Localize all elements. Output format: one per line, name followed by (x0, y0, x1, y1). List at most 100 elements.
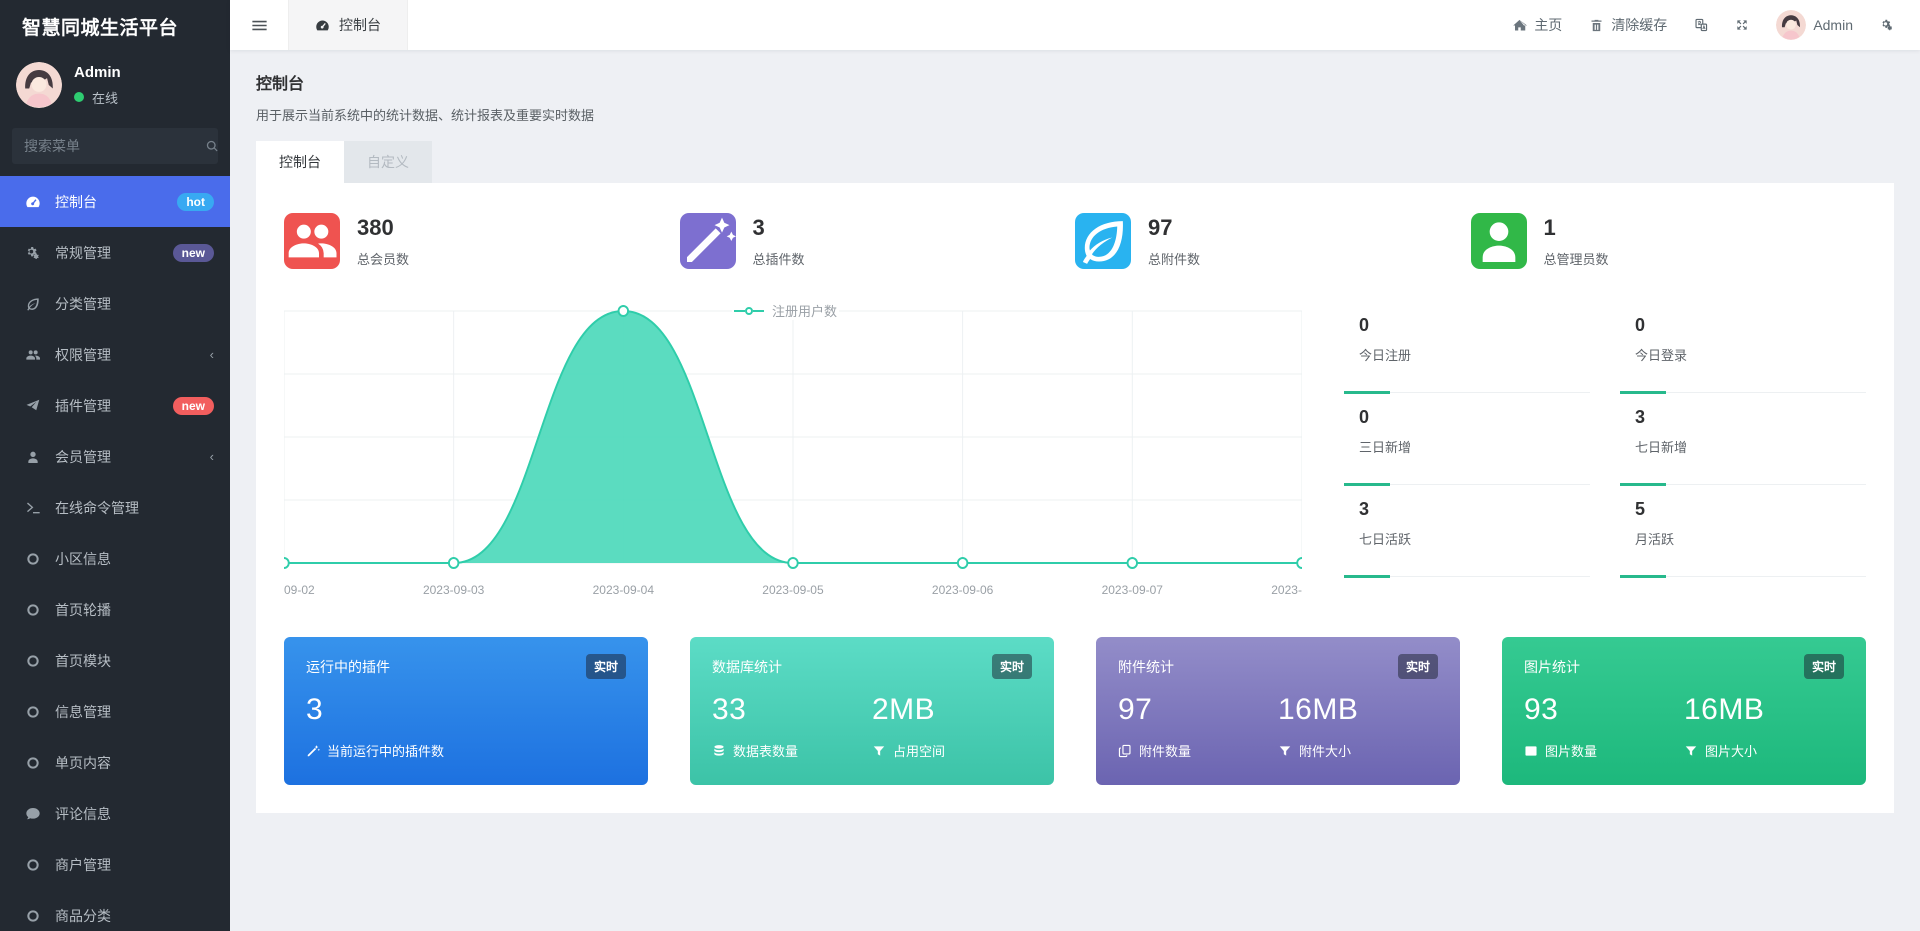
funnel-icon (1278, 744, 1292, 758)
stat-underline (1619, 391, 1666, 394)
card-footer-label: 当前运行中的插件数 (327, 744, 445, 759)
card-footer-label: 占用空间 (893, 744, 946, 759)
trash-icon (1589, 18, 1604, 33)
stats-row: 380 总会员数 3 总插件数 97 (284, 213, 1866, 269)
stat-value: 3 (752, 214, 765, 240)
x-tick-label: 2023-09-02 (284, 583, 315, 597)
mini-stat-seven-day-active: 3 七日活跃 (1343, 485, 1590, 578)
legend-label: 注册用户数 (771, 304, 837, 319)
wand-icon (306, 744, 320, 758)
search-icon (205, 139, 220, 154)
chevron-left-icon: ‹ (209, 449, 214, 464)
clear-cache-link[interactable]: 清除缓存 (1589, 15, 1667, 35)
fullscreen-icon[interactable] (1735, 18, 1749, 32)
stat-underline (1343, 483, 1390, 486)
paper-plane-icon (24, 398, 42, 414)
stat-label: 总附件数 (1148, 251, 1201, 267)
card-footer-label: 附件大小 (1299, 744, 1352, 759)
sidebar-item-label: 评论信息 (55, 805, 111, 822)
copy-icon (1118, 744, 1132, 758)
card-value: 2MB (872, 693, 936, 726)
stat-label: 总插件数 (752, 251, 805, 267)
settings-gear-icon[interactable] (1880, 18, 1894, 32)
sidebar-item-label: 信息管理 (55, 703, 111, 720)
terminal-icon (24, 500, 42, 516)
card-value: 16MB (1684, 693, 1765, 726)
sidebar-item-general-manage[interactable]: 常规管理 new (0, 227, 230, 278)
menu-toggle-icon[interactable] (230, 0, 288, 50)
sidebar-item-permission-manage[interactable]: 权限管理 ‹ (0, 329, 230, 380)
sidebar-item-online-command-manage[interactable]: 在线命令管理 (0, 482, 230, 533)
x-tick-label: 2023-09-07 (1101, 583, 1163, 597)
mini-stat-value: 3 (1634, 407, 1645, 427)
search-input[interactable] (24, 138, 205, 154)
realtime-badge: 实时 (1397, 654, 1438, 679)
sidebar-item-label: 商户管理 (55, 856, 111, 873)
circle-icon (24, 602, 42, 618)
realtime-badge: 实时 (991, 654, 1032, 679)
tab-custom[interactable]: 自定义 (344, 141, 432, 183)
mini-stat-label: 今日登录 (1634, 348, 1687, 363)
sidebar-item-label: 首页轮播 (55, 601, 111, 618)
card-footer-label: 图片数量 (1545, 744, 1598, 759)
topbar-user-name: Admin (1813, 17, 1853, 33)
card-title: 附件统计 (1118, 658, 1174, 675)
legend-marker (733, 309, 745, 312)
sidebar-item-goods-category[interactable]: 商品分类 (0, 890, 230, 931)
sidebar-item-category-manage[interactable]: 分类管理 (0, 278, 230, 329)
mini-stat-label: 七日活跃 (1358, 532, 1411, 547)
mini-stat-value: 5 (1634, 499, 1645, 519)
database-icon (712, 744, 726, 758)
chart-legend-item[interactable]: 注册用户数 (731, 301, 839, 320)
sidebar-item-info-manage[interactable]: 信息管理 (0, 686, 230, 737)
sidebar-item-label: 控制台 (55, 193, 97, 210)
mini-stat-label: 七日新增 (1634, 440, 1687, 455)
stat-underline (1343, 575, 1390, 578)
topbar-tab-label: 控制台 (339, 17, 381, 33)
sidebar-item-dashboard[interactable]: 控制台 hot (0, 176, 230, 227)
summary-cards-row: 运行中的插件 实时 3 当前运行中的插件数 (284, 637, 1866, 785)
sidebar-item-member-manage[interactable]: 会员管理 ‹ (0, 431, 230, 482)
page-title: 控制台 (256, 76, 305, 93)
tab-dashboard[interactable]: 控制台 (256, 141, 344, 183)
language-icon[interactable] (1694, 18, 1708, 32)
user-avatar[interactable] (16, 62, 62, 108)
users-icon (284, 213, 340, 269)
topbar-tab-dashboard[interactable]: 控制台 (288, 0, 408, 50)
stat-underline (1619, 483, 1666, 486)
card-value: 16MB (1278, 693, 1359, 726)
sidebar-search (12, 128, 218, 164)
dashboard-panel: 380 总会员数 3 总插件数 97 (256, 183, 1894, 813)
realtime-badge: 实时 (585, 654, 626, 679)
hot-badge: hot (177, 192, 214, 211)
user-menu[interactable]: Admin (1776, 10, 1853, 40)
x-tick-label: 2023-09-06 (931, 583, 994, 597)
sidebar-item-home-modules[interactable]: 首页模块 (0, 635, 230, 686)
user-status-label: 在线 (92, 90, 119, 106)
sidebar-item-comment-info[interactable]: 评论信息 (0, 788, 230, 839)
sidebar-item-label: 插件管理 (55, 397, 111, 414)
comment-icon (24, 806, 42, 822)
mini-stat-value: 3 (1358, 499, 1369, 519)
sidebar-item-single-page-content[interactable]: 单页内容 (0, 737, 230, 788)
mini-stats-grid: 0 今日注册 0 今日登录 (1343, 301, 1866, 603)
sidebar-item-merchant-manage[interactable]: 商户管理 (0, 839, 230, 890)
stat-label: 总管理员数 (1543, 251, 1609, 267)
sidebar-item-home-carousel[interactable]: 首页轮播 (0, 584, 230, 635)
stat-label: 总会员数 (357, 251, 410, 267)
card-title: 图片统计 (1524, 658, 1580, 675)
sidebar-item-community-info[interactable]: 小区信息 (0, 533, 230, 584)
legend-marker-circle-icon (744, 306, 753, 315)
card-footer-label: 数据表数量 (733, 744, 799, 759)
sidebar-item-plugin-manage[interactable]: 插件管理 new (0, 380, 230, 431)
card-title: 数据库统计 (712, 658, 782, 675)
mini-stat-value: 0 (1358, 407, 1369, 427)
new-badge: new (172, 396, 214, 415)
circle-icon (24, 551, 42, 567)
home-link[interactable]: 主页 (1512, 15, 1562, 35)
sidebar-item-label: 权限管理 (55, 346, 111, 363)
sidebar-item-label: 会员管理 (55, 448, 111, 465)
page-tabs: 控制台 自定义 (256, 141, 1894, 183)
leaf-icon (1075, 213, 1131, 269)
